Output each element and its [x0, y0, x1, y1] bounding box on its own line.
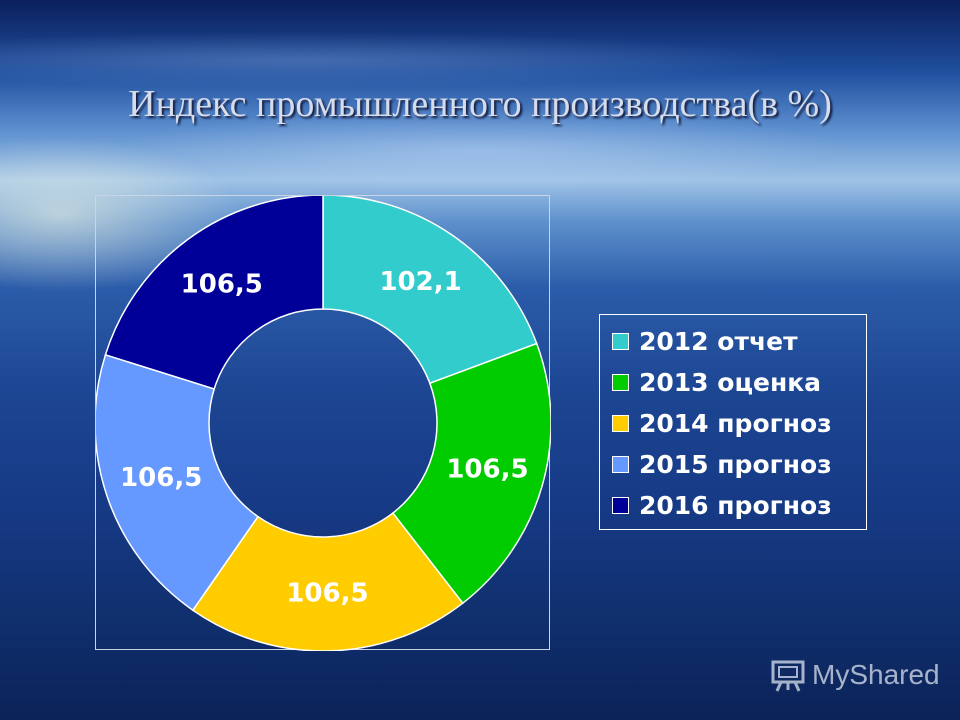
slice-data-label: 102,1 [379, 267, 461, 297]
legend-swatch [612, 415, 629, 432]
presentation-board-icon [771, 660, 805, 692]
legend-label: 2013 оценка [639, 368, 822, 397]
legend-item: 2016 прогноз [612, 485, 866, 526]
donut-slice [96, 353, 259, 612]
legend-swatch [612, 374, 629, 391]
donut-slice [322, 196, 538, 385]
slide-title: Индекс промышленного производства(в %) [128, 83, 832, 125]
legend-swatch [612, 333, 629, 350]
legend-label: 2012 отчет [639, 327, 798, 356]
legend-item: 2015 прогноз [612, 444, 866, 485]
chart-frame: 102,1 106,5 106,5 106,5 106,5 [95, 195, 551, 651]
chart-legend: 2012 отчет 2013 оценка 2014 прогноз 2015 пр… [599, 314, 867, 530]
legend-label: 2016 прогноз [639, 491, 832, 520]
legend-item: 2013 оценка [612, 362, 866, 403]
slice-data-label: 106,5 [120, 463, 202, 493]
slice-data-label: 106,5 [286, 578, 368, 608]
donut-slice [104, 196, 324, 390]
legend-item: 2014 прогноз [612, 403, 866, 444]
watermark-text: MyShared [812, 659, 940, 690]
legend-item: 2012 отчет [612, 321, 866, 362]
legend-label: 2015 прогноз [639, 450, 832, 479]
donut-slice [191, 512, 464, 651]
slice-data-label: 106,5 [446, 454, 528, 484]
slice-data-label: 106,5 [181, 270, 263, 300]
legend-label: 2014 прогноз [639, 409, 832, 438]
legend-swatch [612, 497, 629, 514]
watermark: MyShared [770, 655, 940, 695]
legend-swatch [612, 456, 629, 473]
donut-slice [391, 342, 551, 605]
donut-chart: 102,1 106,5 106,5 106,5 106,5 [96, 196, 551, 651]
